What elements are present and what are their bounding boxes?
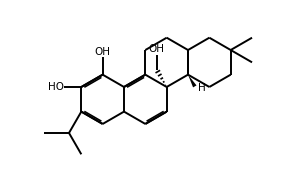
Text: H: H: [199, 83, 206, 93]
Text: OH: OH: [149, 44, 165, 54]
Text: OH: OH: [95, 47, 111, 57]
Text: HO: HO: [48, 82, 64, 92]
Polygon shape: [188, 75, 197, 87]
